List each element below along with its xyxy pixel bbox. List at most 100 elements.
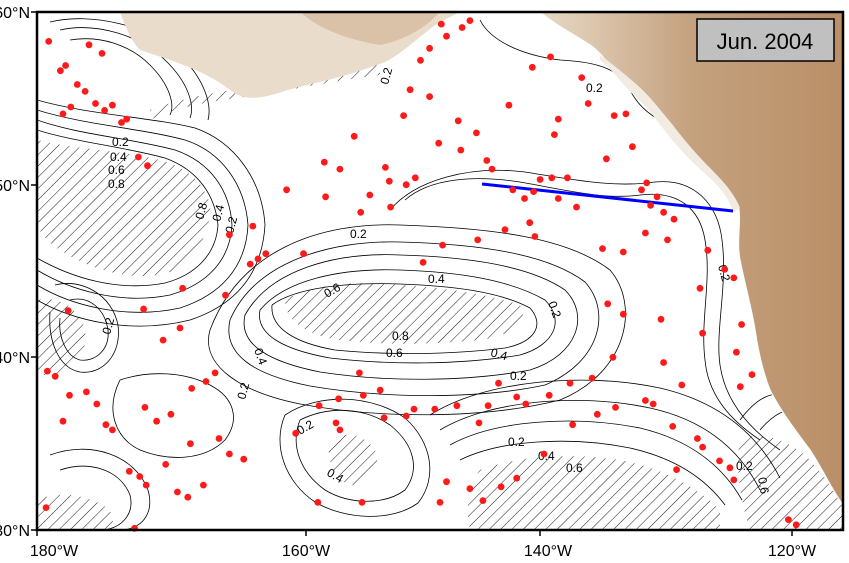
float-marker xyxy=(726,464,734,472)
float-marker xyxy=(619,310,627,318)
float-marker xyxy=(102,421,110,429)
contour-label: 0.6 xyxy=(108,163,125,177)
contour-label: 0.6 xyxy=(386,346,403,360)
float-marker xyxy=(320,158,328,166)
x-tick-label: 140°W xyxy=(524,543,573,560)
float-marker xyxy=(642,229,649,237)
float-marker xyxy=(566,379,574,387)
date-box: Jun. 2004 xyxy=(696,18,835,62)
float-marker xyxy=(653,193,661,201)
float-marker xyxy=(474,236,482,244)
float-marker xyxy=(678,381,686,389)
float-marker xyxy=(357,208,365,216)
contour-label: 0.4 xyxy=(110,150,127,164)
float-marker xyxy=(109,101,116,109)
float-marker xyxy=(526,219,534,227)
float-marker xyxy=(153,417,161,425)
float-marker xyxy=(694,435,701,442)
alaska-mainland xyxy=(300,12,440,45)
float-marker xyxy=(45,38,53,45)
float-marker xyxy=(569,421,576,429)
float-marker xyxy=(246,260,254,268)
float-marker xyxy=(350,132,358,140)
contour-label: 0.2 xyxy=(112,135,129,149)
float-marker xyxy=(419,259,427,266)
float-marker xyxy=(140,305,148,313)
float-marker xyxy=(417,56,424,64)
contour-label: 0.8 xyxy=(392,329,409,343)
float-marker xyxy=(466,485,474,492)
float-marker xyxy=(554,115,562,123)
float-marker xyxy=(188,385,196,392)
float-marker xyxy=(174,488,181,496)
contour-label: 0.2 xyxy=(234,381,252,401)
float-marker xyxy=(610,112,618,119)
float-marker xyxy=(73,81,81,88)
float-marker xyxy=(483,157,491,164)
float-marker xyxy=(332,419,340,427)
float-marker xyxy=(179,284,187,292)
float-marker xyxy=(660,208,667,216)
float-marker xyxy=(226,450,233,458)
hatch-bottom-left xyxy=(37,494,115,530)
float-marker xyxy=(736,383,744,391)
float-marker xyxy=(738,321,745,328)
float-marker xyxy=(473,129,480,137)
float-marker xyxy=(649,400,657,408)
float-marker xyxy=(402,412,410,420)
float-marker xyxy=(262,250,270,258)
float-marker xyxy=(603,155,610,163)
float-marker xyxy=(495,379,502,387)
float-marker xyxy=(622,110,630,118)
float-marker xyxy=(522,400,530,408)
float-marker xyxy=(118,119,125,126)
float-marker xyxy=(57,67,64,75)
tick-marks xyxy=(31,11,793,536)
float-marker xyxy=(387,203,394,211)
float-marker xyxy=(83,388,90,396)
float-marker xyxy=(497,483,505,491)
float-marker xyxy=(431,405,439,413)
float-marker xyxy=(721,265,729,273)
y-tick-label: 40°N xyxy=(0,350,30,367)
hatch-se xyxy=(738,436,843,530)
contour-label: 0.4 xyxy=(428,272,445,286)
float-marker xyxy=(584,100,592,107)
float-marker xyxy=(458,24,466,31)
float-marker xyxy=(159,336,167,344)
float-marker xyxy=(211,369,219,377)
float-marker xyxy=(300,250,307,258)
float-marker xyxy=(599,245,606,253)
float-marker xyxy=(573,203,580,211)
float-marker xyxy=(315,402,323,410)
float-marker xyxy=(530,188,537,196)
float-marker xyxy=(382,164,389,171)
float-marker xyxy=(141,404,149,411)
float-marker xyxy=(410,405,418,413)
float-marker xyxy=(226,231,233,239)
float-marker xyxy=(135,153,142,161)
float-marker xyxy=(200,481,207,489)
float-marker xyxy=(501,226,509,234)
float-marker xyxy=(426,93,433,100)
float-marker xyxy=(385,177,393,185)
float-marker xyxy=(98,50,106,57)
float-marker xyxy=(254,255,262,263)
contour-label: 0.2 xyxy=(508,435,525,449)
float-marker xyxy=(643,179,651,187)
float-markers xyxy=(42,17,800,532)
float-marker xyxy=(484,402,492,410)
float-marker xyxy=(249,222,257,230)
float-marker xyxy=(51,372,59,380)
float-marker xyxy=(551,131,558,139)
float-marker xyxy=(359,391,367,399)
float-marker xyxy=(699,443,706,451)
contour-label: 0.2 xyxy=(377,66,395,86)
section-line xyxy=(481,182,734,213)
float-marker xyxy=(439,241,446,249)
float-marker xyxy=(578,74,586,81)
float-marker xyxy=(162,461,170,468)
float-marker xyxy=(366,191,374,199)
y-tick-label: 30°N xyxy=(0,523,30,540)
